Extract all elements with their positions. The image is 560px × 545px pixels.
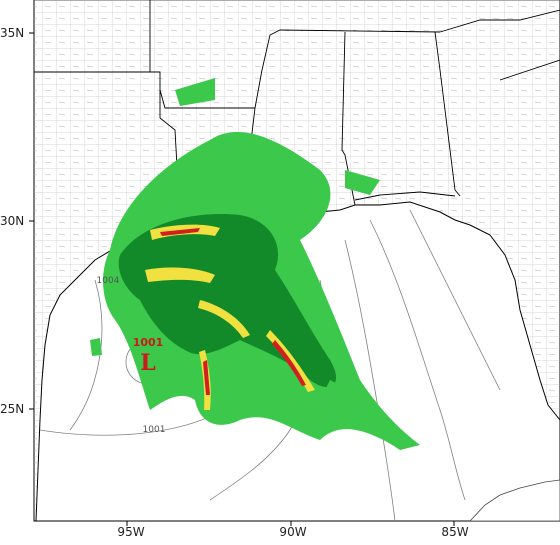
- low-pressure-value: 1001: [133, 336, 164, 349]
- lat-label-25n: 25N: [0, 402, 25, 416]
- precip-field: [90, 78, 421, 450]
- lat-label-35n: 35N: [0, 26, 25, 40]
- lon-label-95w: 95W: [117, 525, 145, 539]
- lon-label-85w: 85W: [441, 525, 469, 539]
- low-pressure-symbol: L: [140, 350, 155, 376]
- isobar-label-1004: 1004: [97, 276, 120, 286]
- us-land-counties: [34, 0, 560, 521]
- tick-marks: [29, 32, 455, 526]
- yucatan-land: [469, 479, 560, 521]
- florida-land: [440, 195, 560, 420]
- lon-label-90w: 90W: [279, 525, 307, 539]
- isobar-label-1001: 1001: [143, 425, 166, 435]
- lat-label-30n: 30N: [0, 214, 25, 228]
